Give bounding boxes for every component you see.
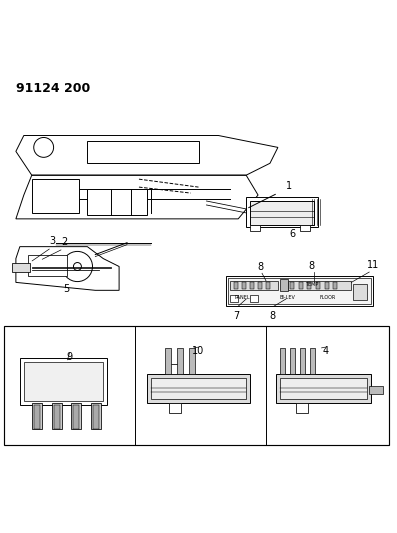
Bar — [32, 179, 79, 213]
Bar — [288, 281, 351, 289]
Bar — [189, 348, 195, 374]
Bar — [333, 281, 337, 289]
Text: 91124 200: 91124 200 — [16, 82, 90, 95]
Bar — [28, 255, 67, 277]
Bar — [250, 225, 260, 231]
Bar — [52, 403, 62, 429]
Bar — [290, 281, 294, 289]
Bar — [290, 348, 295, 374]
Bar — [54, 406, 60, 429]
Bar — [266, 281, 270, 289]
Text: 8: 8 — [257, 262, 263, 272]
Bar — [177, 348, 183, 374]
Bar — [165, 348, 171, 374]
Bar — [300, 225, 310, 231]
Bar — [147, 374, 250, 403]
Bar — [91, 403, 101, 429]
Bar — [280, 279, 288, 291]
Text: 10: 10 — [193, 346, 204, 356]
Bar — [307, 281, 311, 289]
Text: PANEL: PANEL — [234, 295, 250, 300]
Text: 2: 2 — [62, 237, 68, 247]
Bar — [226, 277, 373, 306]
Bar — [250, 201, 314, 225]
Text: 1: 1 — [286, 181, 292, 191]
Bar — [87, 189, 147, 215]
Bar — [250, 281, 254, 289]
Bar — [24, 362, 103, 401]
Bar — [250, 295, 258, 302]
Bar — [71, 403, 81, 429]
Bar — [316, 281, 320, 289]
Text: TEMP: TEMP — [305, 282, 318, 287]
Bar — [325, 281, 329, 289]
Bar — [34, 406, 40, 429]
Bar — [32, 403, 42, 429]
Bar — [12, 263, 30, 272]
Bar — [169, 364, 181, 374]
Text: 9: 9 — [66, 352, 73, 362]
Text: FLOOR: FLOOR — [320, 295, 335, 300]
Text: 7: 7 — [233, 311, 239, 321]
Bar — [280, 378, 367, 400]
Bar — [87, 141, 198, 163]
Bar — [228, 278, 371, 304]
Bar — [73, 406, 79, 429]
Bar — [276, 374, 371, 403]
Bar — [369, 386, 383, 394]
Bar — [280, 348, 285, 374]
Text: 6: 6 — [290, 229, 296, 239]
Bar — [230, 295, 238, 302]
Bar — [93, 406, 99, 429]
Bar — [4, 326, 389, 445]
Bar — [296, 403, 308, 414]
Text: 11: 11 — [367, 261, 379, 270]
Text: 5: 5 — [64, 284, 70, 294]
Text: BI-LEV: BI-LEV — [280, 295, 296, 300]
Bar — [300, 348, 305, 374]
Text: 8: 8 — [308, 261, 315, 271]
Bar — [258, 281, 262, 289]
Bar — [242, 281, 246, 289]
Bar — [151, 378, 246, 400]
Text: 3: 3 — [50, 236, 56, 246]
Bar — [353, 285, 367, 300]
Bar — [169, 403, 181, 414]
Bar — [310, 348, 315, 374]
Text: 8: 8 — [269, 311, 275, 321]
Bar — [230, 281, 278, 289]
Bar — [20, 358, 107, 406]
Bar — [299, 281, 303, 289]
Bar — [234, 281, 238, 289]
Text: 4: 4 — [322, 346, 329, 356]
Bar — [246, 197, 318, 227]
